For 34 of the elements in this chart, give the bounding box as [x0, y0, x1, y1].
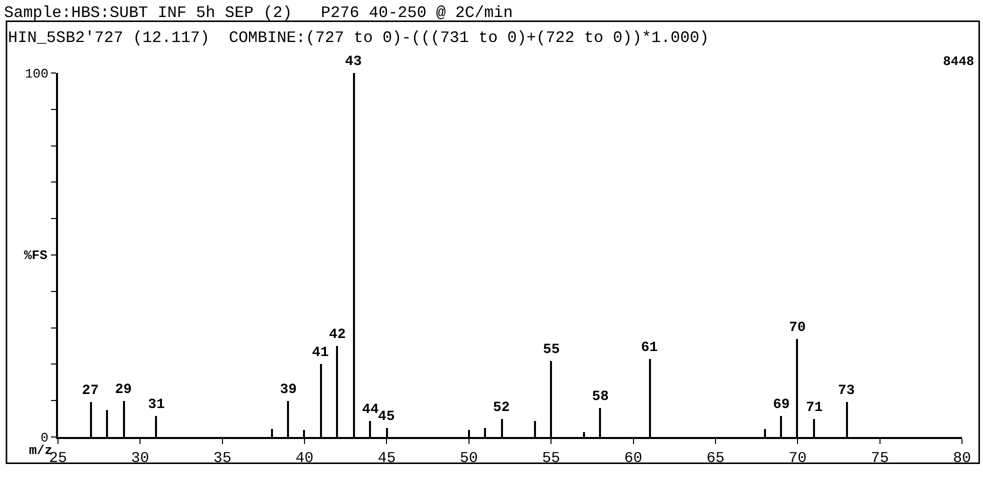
- annotation: 55: [543, 342, 560, 358]
- x-tick-label: 75: [870, 450, 889, 467]
- annotation: 43: [345, 54, 362, 70]
- x-tick-label: 80: [952, 450, 972, 467]
- x-tick-label: 50: [460, 450, 478, 467]
- annotation: 52: [493, 400, 510, 416]
- annotation: 44: [362, 402, 379, 418]
- x-tick-label: 45: [378, 450, 396, 467]
- x-tick-label: 35: [213, 450, 232, 467]
- x-tick-label: 30: [131, 450, 150, 467]
- chart-title: Sample:HBS:SUBT INF 5h SEP (2) P276 40-250 @ 2C/min: [4, 4, 513, 22]
- y-tick-label: 100: [24, 66, 48, 82]
- x-tick-label: 55: [542, 450, 560, 467]
- x-tick-label: 70: [788, 450, 807, 467]
- annotation: 39: [280, 382, 297, 398]
- annotation: 27: [82, 383, 99, 399]
- annotation: 42: [329, 327, 346, 343]
- annotation: 70: [789, 320, 806, 336]
- annotation: 58: [592, 389, 609, 405]
- annotation: 71: [806, 400, 823, 416]
- annotation: 41: [312, 345, 329, 361]
- y-axis-title: %FS: [24, 248, 48, 263]
- x-tick-label: 65: [706, 450, 724, 467]
- annotation: 61: [641, 340, 658, 356]
- chart-subtitle: HIN_5SB2'727 (12.117) COMBINE:(727 to 0)-(((731 to 0)+(722 to 0))*1.000): [8, 29, 709, 47]
- annotation: 31: [148, 397, 165, 413]
- y-tick-label: 0: [40, 430, 48, 446]
- annotation: 69: [773, 397, 790, 413]
- text: 8448: [943, 54, 974, 69]
- annotation: 45: [378, 409, 395, 425]
- annotation: 29: [115, 382, 132, 398]
- x-tick-label: 40: [296, 450, 314, 467]
- annotation: 73: [838, 383, 855, 399]
- x-tick-label: 60: [624, 450, 642, 467]
